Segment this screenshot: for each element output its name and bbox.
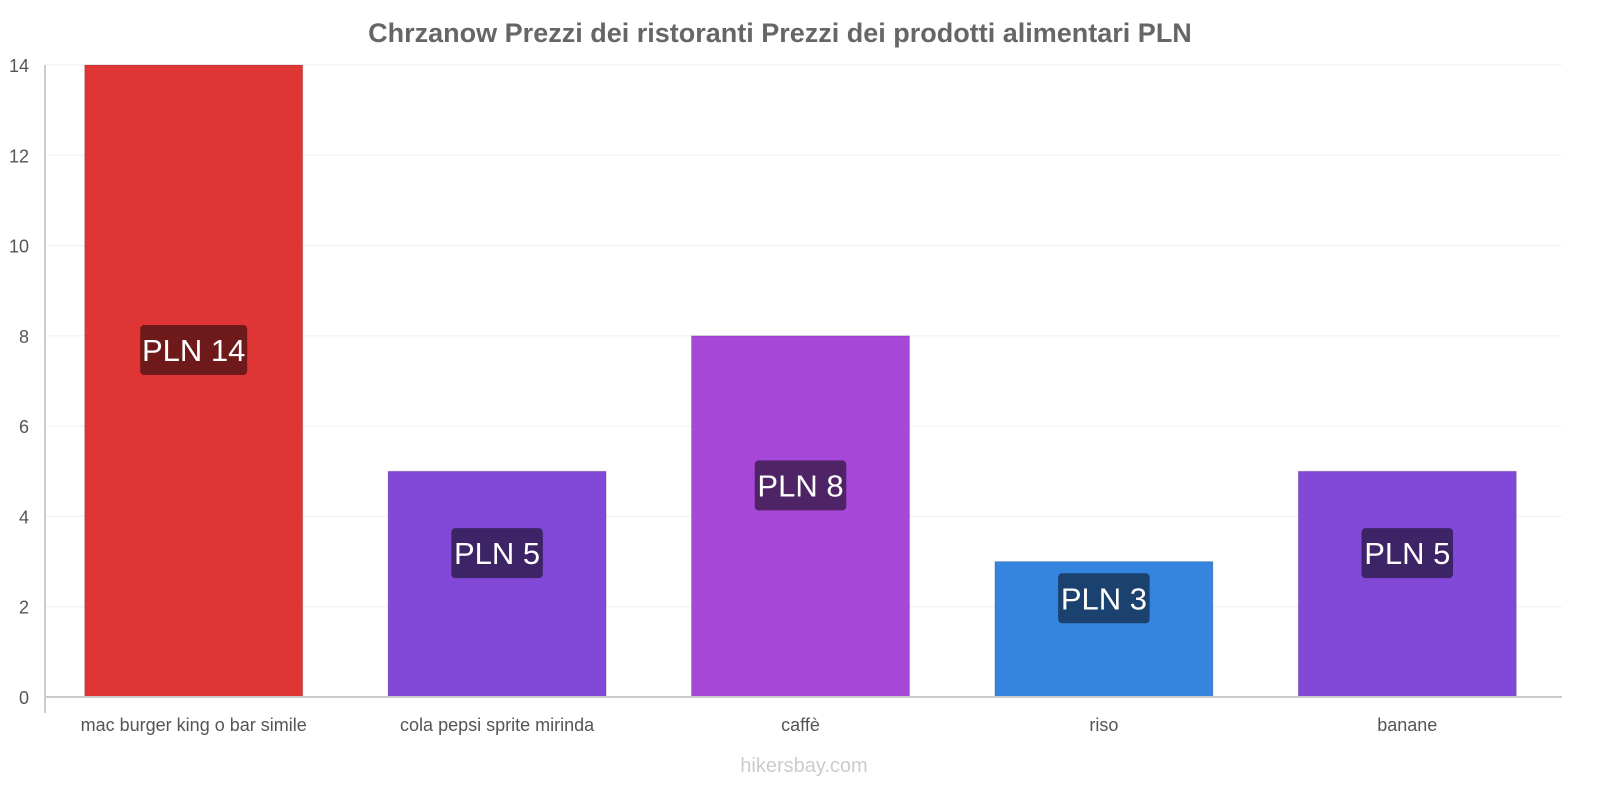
bar (691, 335, 910, 698)
data-label: PLN 3 (1061, 581, 1147, 616)
data-label: PLN 14 (142, 333, 245, 368)
bar (387, 470, 607, 698)
x-tick-label: cola pepsi sprite mirinda (400, 715, 595, 735)
data-label-box (451, 528, 543, 579)
y-tick-label: 8 (19, 327, 29, 347)
data-label-box (140, 325, 248, 375)
y-tick-label: 10 (9, 237, 29, 257)
y-tick-label: 2 (19, 598, 29, 618)
data-label: PLN 5 (454, 536, 540, 571)
bar (84, 64, 304, 698)
x-tick-label: mac burger king o bar simile (81, 715, 307, 735)
y-tick-label: 4 (19, 507, 29, 527)
data-label-box (1361, 528, 1454, 579)
watermark: hikersbay.com (740, 755, 867, 777)
x-tick-label: riso (1089, 715, 1118, 735)
y-tick-label: 6 (19, 417, 29, 437)
x-tick-label: banane (1377, 715, 1437, 735)
data-label-box (1058, 573, 1150, 624)
data-label-box (754, 460, 847, 511)
y-tick-label: 14 (9, 56, 29, 76)
chart-title: Chrzanow Prezzi dei ristoranti Prezzi de… (368, 18, 1192, 48)
x-tick-label: caffè (781, 715, 820, 735)
data-label: PLN 8 (757, 468, 843, 503)
y-tick-label: 0 (19, 688, 29, 708)
bar (1297, 470, 1517, 698)
data-label: PLN 5 (1364, 536, 1450, 571)
y-tick-label: 12 (9, 146, 29, 166)
